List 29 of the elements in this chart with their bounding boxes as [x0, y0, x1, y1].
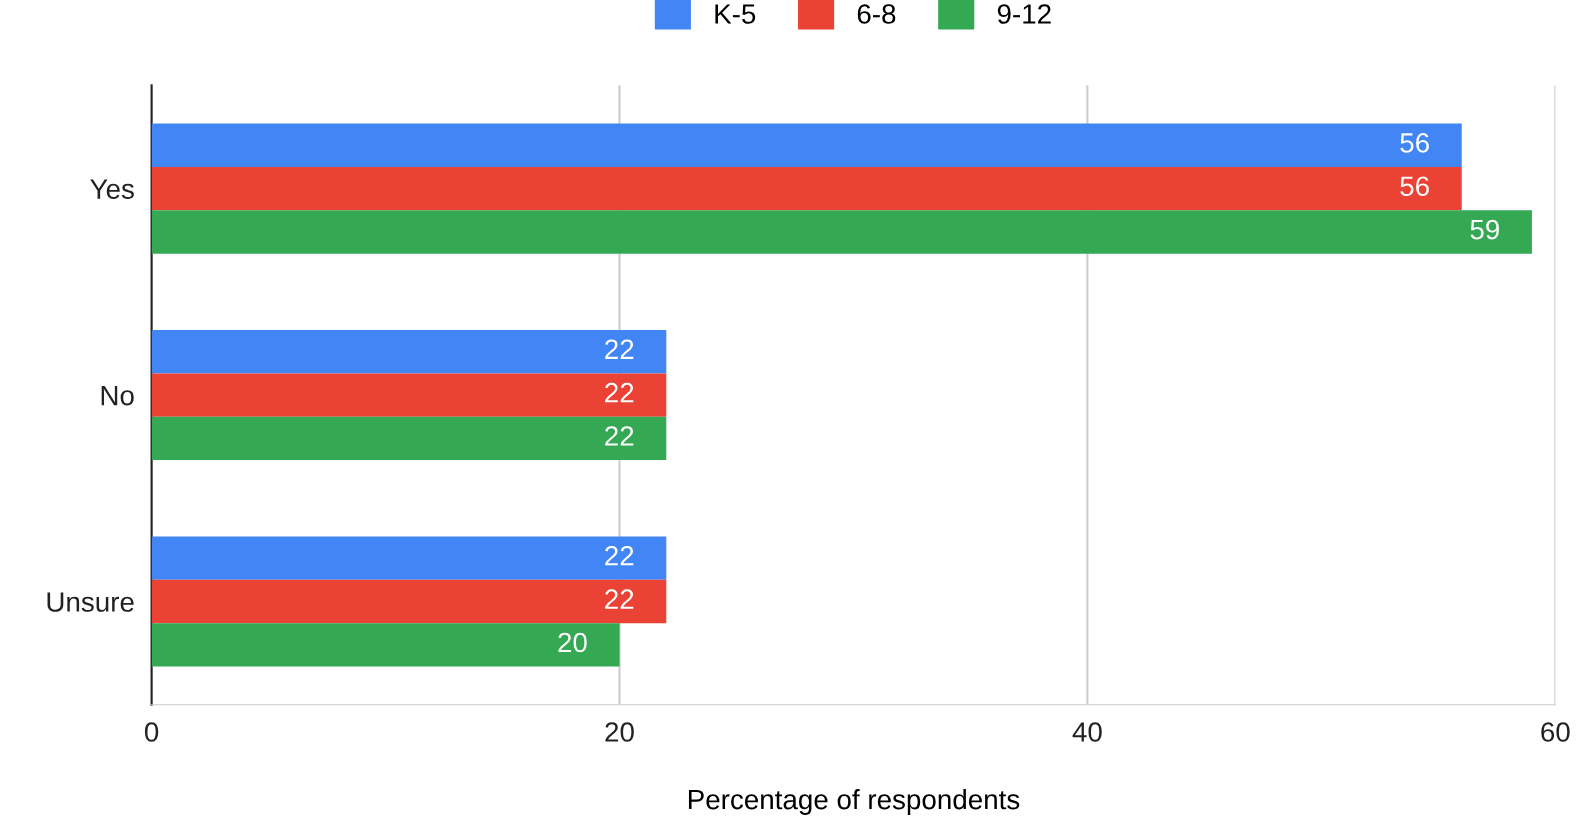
x-tick-label: 40	[1072, 722, 1102, 742]
data-label: 56	[1400, 133, 1429, 153]
bar	[151, 623, 620, 667]
x-tick-label: 20	[605, 722, 634, 742]
data-label: 22	[605, 382, 634, 403]
y-tick-label: Yes	[90, 179, 134, 199]
data-label: 20	[558, 632, 587, 653]
bar	[151, 536, 667, 580]
x-tick-label: 0	[144, 722, 159, 742]
bar	[151, 210, 1532, 254]
bar	[151, 416, 667, 461]
y-tick-label: No	[101, 386, 134, 406]
x-tick-label: 60	[1541, 722, 1570, 742]
bar	[151, 330, 667, 374]
legend-label: K-5	[715, 4, 756, 24]
data-label: 22	[605, 545, 634, 566]
x-axis-title: Percentage of respondents	[688, 788, 1020, 815]
legend-label: 6-8	[857, 4, 896, 24]
bar	[151, 579, 667, 624]
bar	[151, 123, 1462, 167]
data-label: 22	[605, 426, 634, 446]
bar	[151, 373, 667, 417]
y-tick-label: Unsure	[47, 592, 134, 612]
data-label: 59	[1470, 219, 1499, 240]
bar	[151, 166, 1462, 211]
legend-label: 9-12	[997, 4, 1051, 24]
data-label: 22	[605, 339, 634, 359]
data-label: 22	[605, 589, 634, 609]
data-label: 56	[1400, 176, 1429, 197]
